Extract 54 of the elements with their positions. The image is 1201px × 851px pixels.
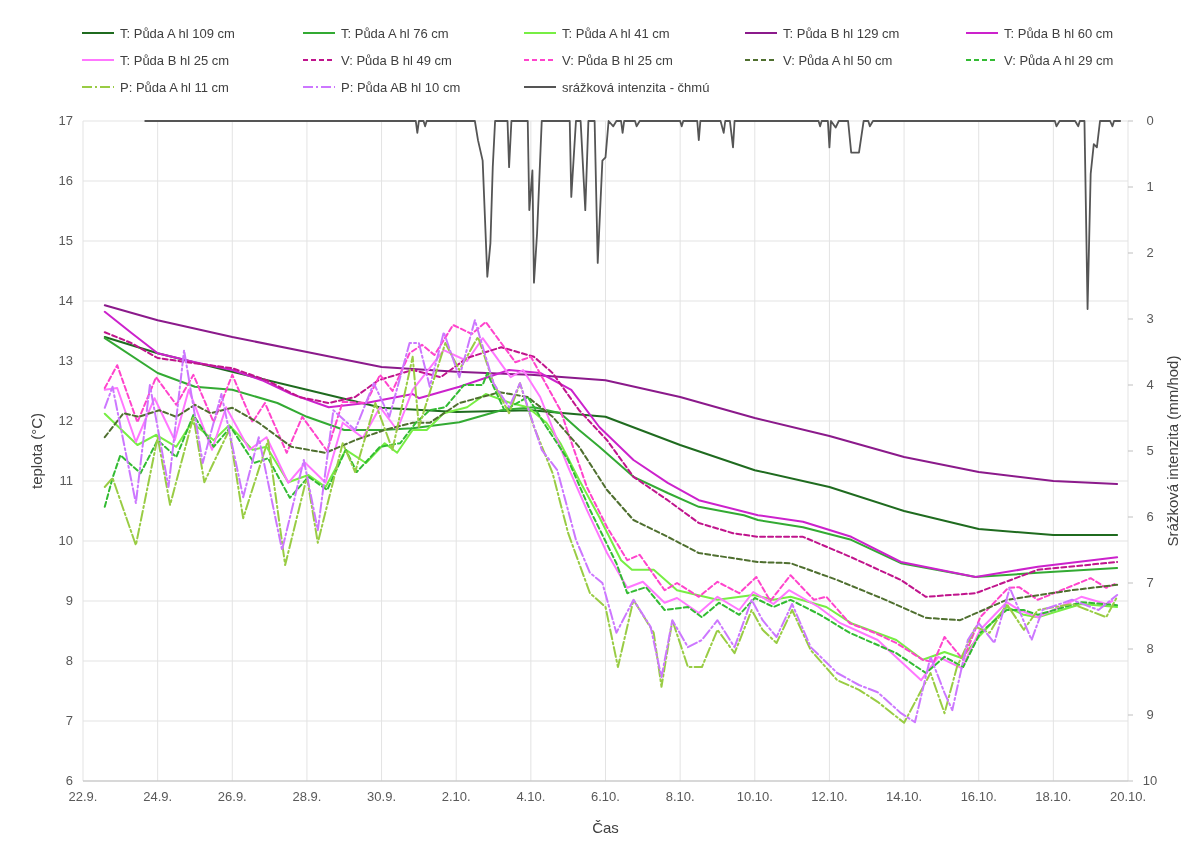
x-tick-label: 28.9. xyxy=(292,789,322,804)
y2-tick-label: 9 xyxy=(1146,707,1154,722)
x-tick-label: 22.9. xyxy=(68,789,98,804)
y-tick-label: 6 xyxy=(65,773,73,788)
y2-tick-label: 10 xyxy=(1142,773,1158,788)
y-tick-label: 9 xyxy=(65,593,73,608)
x-tick-label: 16.10. xyxy=(960,789,997,804)
y2-tick-label: 3 xyxy=(1146,311,1154,326)
legend-label: T: Půda A hl 109 cm xyxy=(120,26,235,41)
x-tick-label: 8.10. xyxy=(665,789,695,804)
y2-tick-label: 5 xyxy=(1146,443,1154,458)
x-tick-label: 24.9. xyxy=(143,789,173,804)
legend-label: V: Půda B hl 49 cm xyxy=(341,53,452,68)
x-tick-label: 10.10. xyxy=(736,789,773,804)
y2-tick-label: 6 xyxy=(1146,509,1154,524)
y2-tick-label: 1 xyxy=(1146,179,1154,194)
x-tick-label: 12.10. xyxy=(811,789,848,804)
legend-label: V: Půda B hl 25 cm xyxy=(562,53,673,68)
x-axis-title: Čas xyxy=(592,819,619,836)
legend-label: T: Půda B hl 60 cm xyxy=(1004,26,1114,41)
y2-tick-label: 4 xyxy=(1146,377,1154,392)
y-tick-label: 8 xyxy=(65,653,73,668)
legend-label: T: Půda B hl 129 cm xyxy=(783,26,900,41)
x-tick-label: 6.10. xyxy=(591,789,620,804)
x-tick-label: 14.10. xyxy=(885,789,923,804)
y-tick-label: 17 xyxy=(58,113,73,128)
y2-tick-label: 7 xyxy=(1146,575,1154,590)
y-tick-label: 11 xyxy=(59,473,73,488)
x-tick-label: 18.10. xyxy=(1035,789,1072,804)
x-tick-label: 4.10. xyxy=(516,789,546,804)
y2-tick-label: 8 xyxy=(1146,641,1154,656)
y-tick-label: 14 xyxy=(58,293,73,308)
legend-label: V: Půda A hl 50 cm xyxy=(783,53,893,68)
y-tick-label: 12 xyxy=(58,413,73,428)
legend-label: T: Půda A hl 41 cm xyxy=(562,26,670,41)
legend-label: V: Půda A hl 29 cm xyxy=(1004,53,1114,68)
y-tick-label: 16 xyxy=(58,173,73,188)
legend-label: P: Půda A hl 11 cm xyxy=(120,80,229,95)
x-tick-label: 30.9. xyxy=(367,789,397,804)
y-tick-label: 10 xyxy=(58,533,73,548)
y2-tick-label: 2 xyxy=(1146,245,1154,260)
y2-tick-label: 0 xyxy=(1146,113,1154,128)
y-axis-title: teplota (°C) xyxy=(28,412,45,490)
y2-axis-title: Srážková intenzita (mm/hod) xyxy=(1164,355,1181,547)
y-tick-label: 13 xyxy=(58,353,73,368)
x-tick-label: 26.9. xyxy=(217,789,247,804)
legend-label: T: Půda A hl 76 cm xyxy=(341,26,449,41)
x-tick-label: 20.10. xyxy=(1109,789,1147,804)
y-tick-label: 15 xyxy=(58,233,73,248)
legend-label: P: Půda AB hl 10 cm xyxy=(341,80,461,95)
y-tick-label: 7 xyxy=(65,713,73,728)
legend-label: T: Půda B hl 25 cm xyxy=(120,53,230,68)
legend-label: srážková intenzita - čhmú xyxy=(562,80,710,95)
x-tick-label: 2.10. xyxy=(441,789,471,804)
